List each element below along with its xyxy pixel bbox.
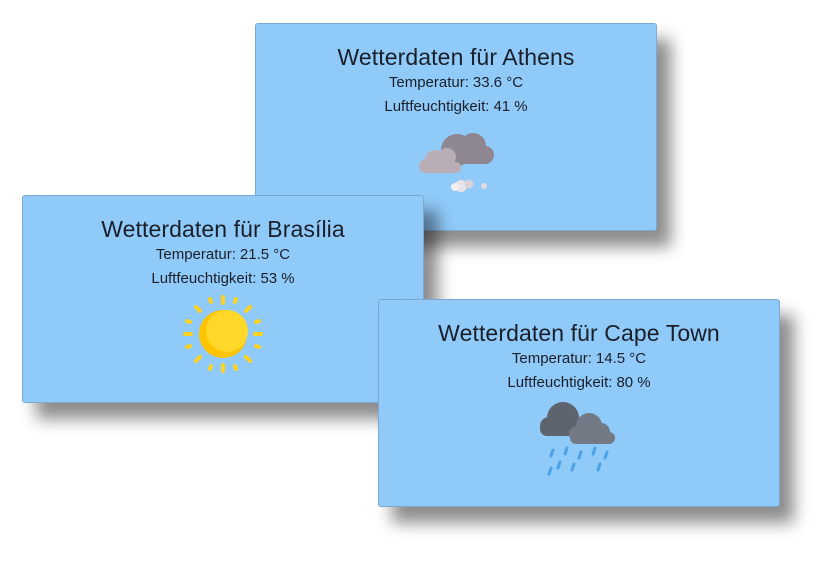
humidity-value: 53 %: [260, 270, 295, 287]
weather-card-brasilia: Wetterdaten für Brasília Temperatur: 21.5…: [22, 195, 424, 403]
temperature-row: Temperatur: 33.6 °C: [256, 71, 656, 95]
temperature-value: 14.5 °C: [595, 350, 647, 367]
card-title: Wetterdaten für Athens: [337, 44, 575, 70]
humidity-label: Luftfeuchtigkeit:: [384, 98, 490, 115]
humidity-label: Luftfeuchtigkeit:: [507, 374, 613, 391]
temperature-label: Temperatur:: [155, 246, 236, 263]
humidity-row: Luftfeuchtigkeit: 53 %: [23, 267, 423, 291]
weather-card-cape-town: Wetterdaten für Cape Town Temperatur: 14.…: [378, 299, 780, 507]
humidity-value: 80 %: [616, 374, 651, 391]
rain-icon: [540, 402, 615, 476]
humidity-value: 41 %: [493, 98, 528, 115]
sun-icon: [183, 295, 263, 373]
temperature-value: 33.6 °C: [472, 74, 524, 91]
temperature-value: 21.5 °C: [239, 246, 291, 263]
humidity-row: Luftfeuchtigkeit: 41 %: [256, 95, 656, 119]
temperature-label: Temperatur:: [388, 74, 469, 91]
humidity-label: Luftfeuchtigkeit:: [151, 270, 257, 287]
temperature-row: Temperatur: 14.5 °C: [379, 347, 779, 371]
temperature-label: Temperatur:: [511, 350, 592, 367]
card-title: Wetterdaten für Cape Town: [438, 320, 720, 346]
temperature-row: Temperatur: 21.5 °C: [23, 243, 423, 267]
card-title: Wetterdaten für Brasília: [101, 216, 345, 242]
cloudy-icon: [419, 133, 494, 192]
humidity-row: Luftfeuchtigkeit: 80 %: [379, 371, 779, 395]
